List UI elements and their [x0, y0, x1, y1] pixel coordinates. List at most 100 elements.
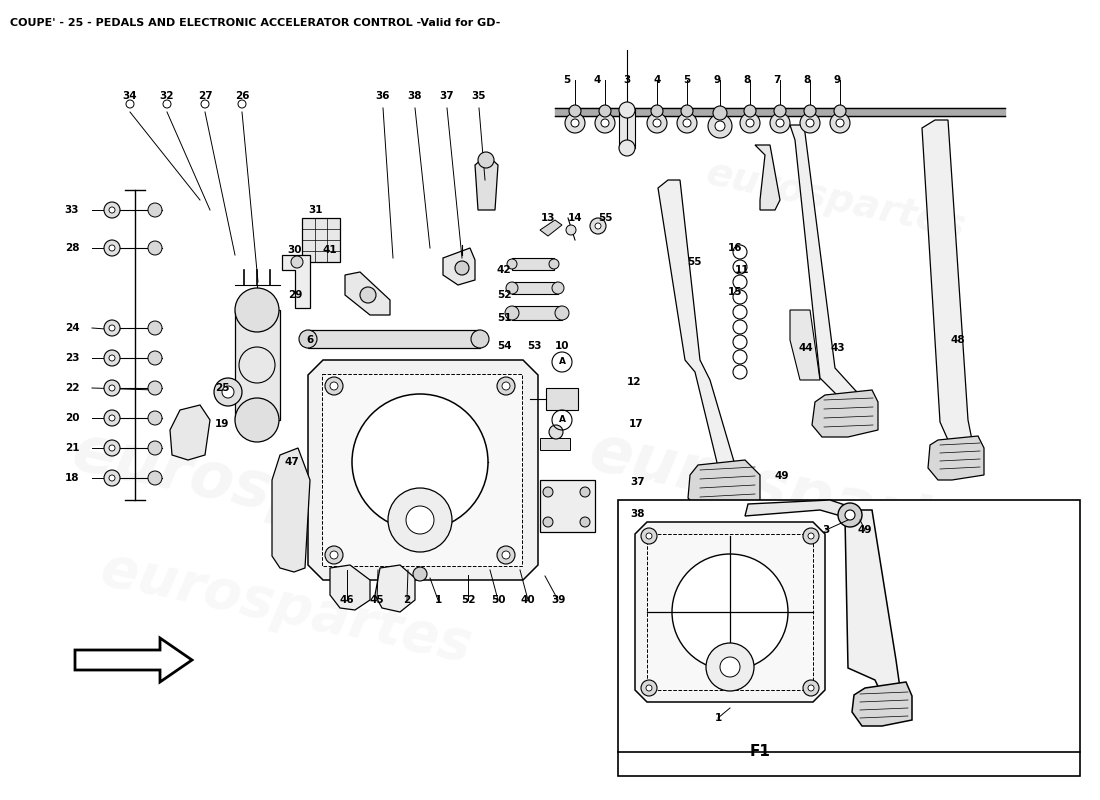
Circle shape [235, 288, 279, 332]
Polygon shape [790, 125, 866, 410]
Text: 9: 9 [834, 75, 840, 85]
Circle shape [713, 106, 727, 120]
Circle shape [104, 320, 120, 336]
Circle shape [330, 382, 338, 390]
Circle shape [744, 105, 756, 117]
Circle shape [502, 382, 510, 390]
Polygon shape [345, 272, 390, 315]
Polygon shape [688, 460, 760, 510]
Circle shape [148, 471, 162, 485]
Text: 29: 29 [288, 290, 302, 300]
Circle shape [502, 551, 510, 559]
Text: 20: 20 [65, 413, 79, 423]
Polygon shape [745, 500, 860, 520]
Circle shape [806, 119, 814, 127]
Circle shape [595, 113, 615, 133]
Polygon shape [540, 220, 562, 236]
Bar [618, 500, 1080, 776]
Circle shape [619, 140, 635, 156]
Circle shape [104, 410, 120, 426]
Text: 3: 3 [624, 75, 630, 85]
Circle shape [804, 105, 816, 117]
Circle shape [104, 470, 120, 486]
Circle shape [619, 102, 635, 118]
Circle shape [412, 567, 427, 581]
Text: 8: 8 [803, 75, 811, 85]
Circle shape [681, 105, 693, 117]
Text: eurospartes: eurospartes [584, 421, 1022, 571]
Circle shape [109, 355, 116, 361]
Circle shape [651, 105, 663, 117]
Circle shape [109, 385, 116, 391]
Circle shape [148, 381, 162, 395]
Polygon shape [845, 510, 900, 695]
Circle shape [324, 377, 343, 395]
Circle shape [360, 287, 376, 303]
Circle shape [109, 245, 116, 251]
Circle shape [565, 113, 585, 133]
Text: 19: 19 [214, 419, 229, 429]
Polygon shape [512, 306, 562, 320]
Polygon shape [512, 282, 558, 294]
Text: eurospartes: eurospartes [703, 154, 969, 246]
Circle shape [299, 330, 317, 348]
Polygon shape [635, 522, 825, 702]
Text: 54: 54 [497, 341, 512, 351]
Text: 50: 50 [491, 595, 505, 605]
Circle shape [148, 411, 162, 425]
Circle shape [720, 657, 740, 677]
Text: 32: 32 [160, 91, 174, 101]
Text: 55: 55 [686, 257, 702, 267]
Circle shape [708, 114, 732, 138]
Circle shape [201, 100, 209, 108]
Text: 40: 40 [520, 595, 536, 605]
Circle shape [845, 510, 855, 520]
Circle shape [506, 282, 518, 294]
Text: 44: 44 [799, 343, 813, 353]
Polygon shape [475, 155, 498, 210]
Circle shape [104, 380, 120, 396]
Text: 41: 41 [322, 245, 338, 255]
Circle shape [104, 202, 120, 218]
Text: 36: 36 [376, 91, 390, 101]
Text: 16: 16 [728, 243, 743, 253]
Polygon shape [375, 565, 415, 612]
Circle shape [715, 121, 725, 131]
Circle shape [104, 440, 120, 456]
Text: F1: F1 [749, 745, 770, 759]
Polygon shape [308, 330, 480, 348]
Polygon shape [619, 108, 635, 148]
Text: 49: 49 [774, 471, 790, 481]
Polygon shape [170, 405, 210, 460]
Circle shape [740, 113, 760, 133]
Text: 18: 18 [65, 473, 79, 483]
Text: 4: 4 [593, 75, 601, 85]
Text: COUPE' - 25 - PEDALS AND ELECTRONIC ACCELERATOR CONTROL -Valid for GD-: COUPE' - 25 - PEDALS AND ELECTRONIC ACCE… [10, 18, 500, 28]
Text: 38: 38 [630, 509, 646, 519]
Circle shape [571, 119, 579, 127]
Circle shape [580, 487, 590, 497]
Circle shape [505, 306, 519, 320]
Circle shape [148, 203, 162, 217]
Text: 34: 34 [123, 91, 138, 101]
Circle shape [590, 218, 606, 234]
Circle shape [109, 325, 116, 331]
Text: 24: 24 [65, 323, 79, 333]
Polygon shape [928, 436, 984, 480]
Circle shape [543, 487, 553, 497]
Circle shape [641, 680, 657, 696]
Circle shape [388, 488, 452, 552]
Polygon shape [308, 360, 538, 580]
Text: 6: 6 [307, 335, 314, 345]
Circle shape [647, 113, 667, 133]
Circle shape [834, 105, 846, 117]
Polygon shape [790, 310, 820, 380]
Circle shape [556, 306, 569, 320]
Text: 52: 52 [461, 595, 475, 605]
Circle shape [552, 282, 564, 294]
Text: 30: 30 [288, 245, 302, 255]
Circle shape [330, 551, 338, 559]
Text: 25: 25 [214, 383, 229, 393]
Circle shape [641, 528, 657, 544]
Text: 53: 53 [527, 341, 541, 351]
